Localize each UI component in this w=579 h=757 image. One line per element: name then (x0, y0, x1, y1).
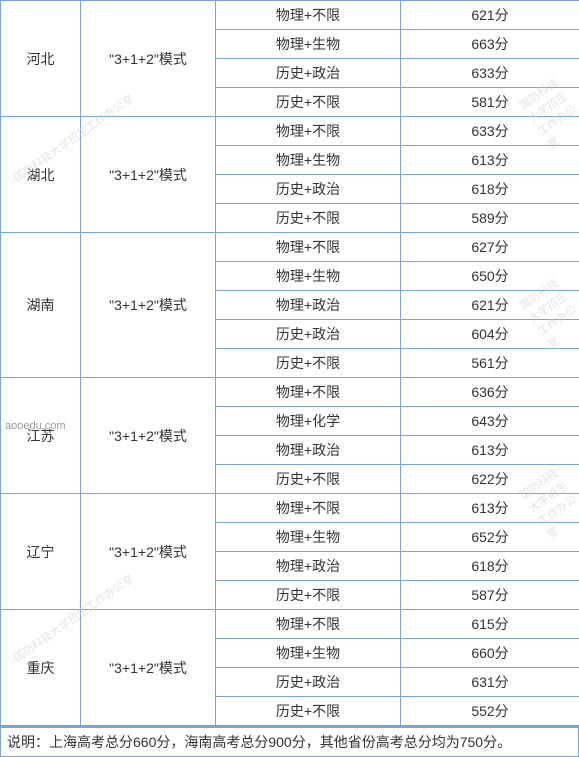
subject-cell: 物理+政治 (216, 291, 401, 320)
subject-cell: 历史+不限 (216, 88, 401, 117)
subject-cell: 物理+生物 (216, 523, 401, 552)
score-cell: 621分 (401, 1, 579, 30)
mode-cell: "3+1+2"模式 (81, 233, 216, 378)
mode-cell: "3+1+2"模式 (81, 494, 216, 610)
province-cell: 湖北 (1, 117, 81, 233)
score-cell: 633分 (401, 117, 579, 146)
score-cell: 581分 (401, 88, 579, 117)
province-cell: 重庆 (1, 610, 81, 726)
subject-cell: 历史+不限 (216, 465, 401, 494)
province-cell: 河北 (1, 1, 81, 117)
admission-score-table: 河北"3+1+2"模式物理+不限621分物理+生物663分历史+政治633分历史… (0, 0, 579, 726)
score-cell: 633分 (401, 59, 579, 88)
subject-cell: 历史+不限 (216, 349, 401, 378)
subject-cell: 物理+生物 (216, 639, 401, 668)
subject-cell: 历史+政治 (216, 320, 401, 349)
score-cell: 636分 (401, 378, 579, 407)
score-cell: 631分 (401, 668, 579, 697)
subject-cell: 历史+不限 (216, 204, 401, 233)
table-row: 河北"3+1+2"模式物理+不限621分 (1, 1, 579, 30)
subject-cell: 历史+不限 (216, 697, 401, 726)
subject-cell: 物理+不限 (216, 233, 401, 262)
score-cell: 618分 (401, 175, 579, 204)
score-cell: 627分 (401, 233, 579, 262)
subject-cell: 物理+政治 (216, 436, 401, 465)
table-row: 重庆"3+1+2"模式物理+不限615分 (1, 610, 579, 639)
table-body: 河北"3+1+2"模式物理+不限621分物理+生物663分历史+政治633分历史… (1, 1, 579, 726)
subject-cell: 物理+不限 (216, 610, 401, 639)
score-cell: 589分 (401, 204, 579, 233)
score-cell: 618分 (401, 552, 579, 581)
score-cell: 621分 (401, 291, 579, 320)
score-cell: 561分 (401, 349, 579, 378)
score-cell: 587分 (401, 581, 579, 610)
mode-cell: "3+1+2"模式 (81, 378, 216, 494)
table-row: 江苏"3+1+2"模式物理+不限636分 (1, 378, 579, 407)
subject-cell: 物理+生物 (216, 30, 401, 59)
subject-cell: 历史+政治 (216, 59, 401, 88)
subject-cell: 物理+不限 (216, 378, 401, 407)
province-cell: 辽宁 (1, 494, 81, 610)
subject-cell: 物理+不限 (216, 117, 401, 146)
score-cell: 643分 (401, 407, 579, 436)
score-cell: 660分 (401, 639, 579, 668)
score-cell: 613分 (401, 436, 579, 465)
subject-cell: 物理+政治 (216, 552, 401, 581)
source-attribution: aooedu.com (5, 420, 66, 432)
score-cell: 652分 (401, 523, 579, 552)
score-cell: 615分 (401, 610, 579, 639)
table-row: 湖南"3+1+2"模式物理+不限627分 (1, 233, 579, 262)
subject-cell: 历史+政治 (216, 175, 401, 204)
score-cell: 613分 (401, 146, 579, 175)
score-cell: 650分 (401, 262, 579, 291)
province-cell: 湖南 (1, 233, 81, 378)
table-row: 湖北"3+1+2"模式物理+不限633分 (1, 117, 579, 146)
subject-cell: 物理+不限 (216, 494, 401, 523)
score-cell: 622分 (401, 465, 579, 494)
subject-cell: 物理+生物 (216, 262, 401, 291)
mode-cell: "3+1+2"模式 (81, 1, 216, 117)
mode-cell: "3+1+2"模式 (81, 117, 216, 233)
subject-cell: 物理+生物 (216, 146, 401, 175)
score-cell: 552分 (401, 697, 579, 726)
subject-cell: 物理+化学 (216, 407, 401, 436)
subject-cell: 历史+不限 (216, 581, 401, 610)
subject-cell: 物理+不限 (216, 1, 401, 30)
score-table-container: 河北"3+1+2"模式物理+不限621分物理+生物663分历史+政治633分历史… (0, 0, 579, 757)
table-row: 辽宁"3+1+2"模式物理+不限613分 (1, 494, 579, 523)
score-cell: 663分 (401, 30, 579, 59)
score-cell: 604分 (401, 320, 579, 349)
province-cell: 江苏 (1, 378, 81, 494)
score-cell: 613分 (401, 494, 579, 523)
footer-note: 说明：上海高考总分660分，海南高考总分900分，其他省份高考总分均为750分。 (0, 726, 579, 757)
subject-cell: 历史+政治 (216, 668, 401, 697)
mode-cell: "3+1+2"模式 (81, 610, 216, 726)
